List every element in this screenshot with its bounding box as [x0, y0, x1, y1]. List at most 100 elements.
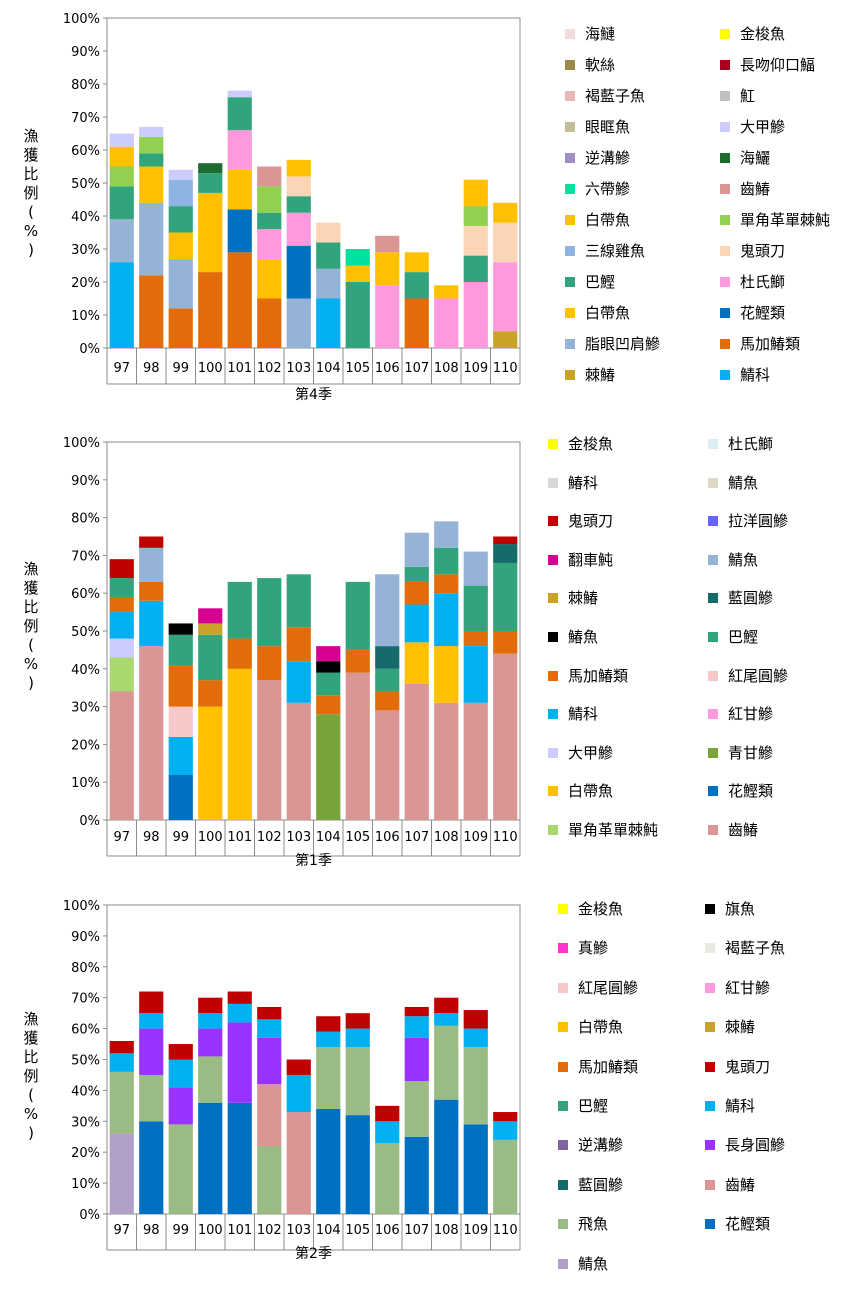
bar-segment: [404, 1136, 429, 1214]
legend-swatch: [720, 215, 730, 225]
bar-segment: [404, 272, 429, 299]
legend-swatch: [720, 122, 730, 132]
legend-item: 金梭魚: [548, 436, 613, 452]
legend-label: 大甲鰺: [740, 118, 786, 136]
bar-segment: [227, 1003, 252, 1023]
y-tick-label: 30%: [71, 1115, 100, 1130]
bar-segment: [139, 153, 164, 167]
legend-swatch: [565, 184, 575, 194]
x-tick-label: 102: [257, 1223, 282, 1238]
legend-swatch: [720, 308, 730, 318]
legend-item: 單角革單棘魨: [548, 822, 658, 838]
bar-segment: [286, 1112, 311, 1214]
bar-segment: [168, 258, 193, 309]
x-tick-label: 101: [227, 830, 252, 845]
legend-label: 金梭魚: [740, 25, 786, 43]
legend-item: 馬加鰆類: [548, 668, 628, 684]
bar-segment: [109, 1133, 134, 1214]
bar-segment: [345, 282, 370, 348]
legend-label: 鬼頭刀: [568, 512, 614, 531]
bar-segment: [109, 559, 134, 579]
y-tick-label: 10%: [71, 309, 100, 324]
bar-segment: [257, 229, 282, 259]
legend-label: 紅甘鰺: [725, 978, 771, 997]
bar-segment: [434, 547, 459, 575]
legend-item: 鯖魚: [558, 1256, 608, 1272]
bar-segment: [168, 665, 193, 707]
legend-item: 大甲鰺: [548, 745, 613, 761]
legend-label: 褐藍子魚: [725, 939, 786, 958]
legend-swatch: [720, 91, 730, 101]
legend-item: 旗魚: [705, 901, 755, 917]
legend-swatch: [720, 277, 730, 287]
x-tick-label: 102: [257, 830, 282, 845]
bar-segment: [404, 604, 429, 643]
legend-label: 巴鰹: [728, 628, 759, 646]
y-tick-label: 70%: [71, 549, 100, 564]
legend-label: 金梭魚: [568, 435, 614, 453]
x-axis-title: 第4季: [295, 386, 332, 403]
x-tick-label: 109: [463, 1223, 488, 1238]
bar-segment: [286, 627, 311, 662]
bar-segment: [316, 695, 341, 715]
x-tick-label: 107: [404, 1223, 429, 1238]
legend-label: 鯖魚: [728, 473, 759, 492]
bar-segment: [493, 1139, 518, 1214]
y-axis-label: 漁獲比 例(%): [23, 1010, 39, 1142]
bar-segment: [286, 702, 311, 820]
legend-label: 青甘鰺: [728, 743, 774, 762]
bar-segment: [168, 232, 193, 259]
bar-segment: [493, 653, 518, 820]
bar-segment: [198, 1102, 223, 1214]
legend-label: 白帶魚: [585, 211, 631, 229]
legend-swatch: [708, 825, 718, 835]
bar-segment: [493, 222, 518, 263]
legend-swatch: [565, 246, 575, 256]
legend-item: 脂眼凹肩鰺: [565, 336, 660, 352]
bar-segment: [493, 536, 518, 545]
legend-item: 鯖科: [705, 1098, 755, 1114]
bar-segment: [227, 97, 252, 131]
legend-label: 杜氏鰤: [728, 435, 774, 453]
bar-segment: [139, 991, 164, 1014]
bar-segment: [198, 192, 223, 273]
bar-segment: [227, 169, 252, 210]
y-tick-label: 70%: [71, 992, 100, 1007]
bar-segment: [168, 1087, 193, 1125]
bar-segment: [198, 272, 223, 348]
legend-label: 旗魚: [725, 900, 756, 918]
legend-label: 金梭魚: [578, 900, 624, 918]
bar-segment: [198, 173, 223, 193]
x-tick-label: 105: [345, 361, 370, 376]
legend-label: 鬼頭刀: [740, 242, 786, 260]
bar-segment: [139, 581, 164, 601]
legend-label: 飛魚: [578, 1215, 609, 1234]
legend-swatch: [705, 943, 715, 954]
x-tick-label: 98: [143, 361, 160, 376]
legend-label: 長吻仰口鰏: [740, 56, 816, 74]
bar-segment: [463, 225, 488, 256]
bar-segment: [257, 1084, 282, 1147]
bar-segment: [109, 578, 134, 597]
bar-segment: [316, 242, 341, 269]
legend-item: 鬼頭刀: [705, 1059, 770, 1075]
legend-swatch: [558, 1061, 568, 1072]
bar-segment: [109, 219, 134, 263]
bar-segment: [286, 1059, 311, 1075]
bar-segment: [316, 268, 341, 299]
bar-segment: [198, 1013, 223, 1029]
legend-item: 白帶魚: [548, 783, 613, 799]
legend-item: 杜氏鰤: [708, 436, 773, 452]
legend-swatch: [548, 786, 558, 797]
bar-segment: [227, 209, 252, 253]
legend-swatch: [708, 709, 718, 720]
x-tick-label: 106: [375, 361, 400, 376]
legend-swatch: [720, 184, 730, 194]
legend-item: 鬼頭刀: [548, 513, 613, 529]
bar-segment: [139, 1028, 164, 1075]
bar-segment: [227, 90, 252, 98]
x-tick-label: 105: [345, 1223, 370, 1238]
bar-segment: [168, 308, 193, 348]
bar-segment: [345, 249, 370, 266]
bar-segment: [493, 562, 518, 631]
